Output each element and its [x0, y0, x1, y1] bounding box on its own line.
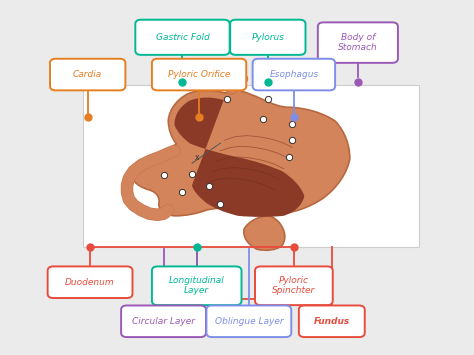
FancyBboxPatch shape	[255, 266, 333, 305]
FancyBboxPatch shape	[152, 59, 246, 90]
Text: Oblingue Layer: Oblingue Layer	[215, 317, 283, 326]
PathPatch shape	[132, 91, 350, 250]
FancyBboxPatch shape	[206, 305, 291, 337]
Text: x: x	[194, 153, 199, 163]
Text: Esophagus: Esophagus	[269, 70, 319, 79]
FancyBboxPatch shape	[299, 305, 365, 337]
FancyBboxPatch shape	[253, 59, 335, 90]
FancyBboxPatch shape	[50, 59, 125, 90]
Text: Gastric Fold: Gastric Fold	[155, 33, 210, 42]
FancyBboxPatch shape	[230, 20, 305, 55]
Text: Circular Layer: Circular Layer	[132, 317, 195, 326]
PathPatch shape	[174, 98, 304, 217]
FancyBboxPatch shape	[136, 20, 229, 55]
Text: Longitudinal
Layer: Longitudinal Layer	[169, 276, 225, 295]
Text: Pylorus: Pylorus	[251, 33, 284, 42]
FancyBboxPatch shape	[121, 305, 206, 337]
FancyBboxPatch shape	[47, 266, 132, 298]
FancyBboxPatch shape	[318, 22, 398, 63]
Text: Body of
Stomach: Body of Stomach	[338, 33, 378, 52]
FancyBboxPatch shape	[152, 266, 241, 305]
Text: Pyloric
Spinchter: Pyloric Spinchter	[272, 276, 316, 295]
Text: Duodenum: Duodenum	[65, 278, 115, 287]
Text: Pyloric Orifice: Pyloric Orifice	[168, 70, 230, 79]
FancyBboxPatch shape	[83, 85, 419, 247]
Text: Fundus: Fundus	[314, 317, 350, 326]
Text: Cardia: Cardia	[73, 70, 102, 79]
